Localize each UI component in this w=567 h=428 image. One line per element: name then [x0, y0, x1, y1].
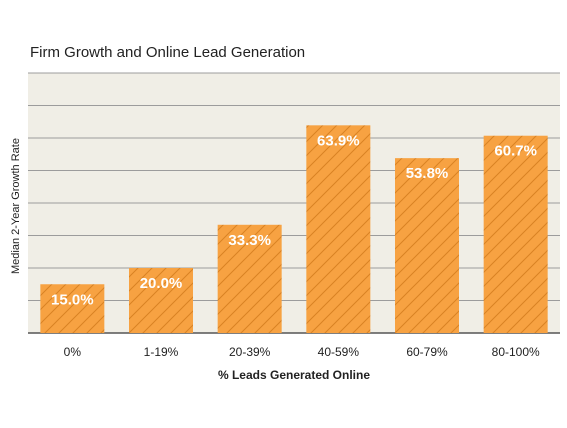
- bar: [306, 125, 371, 333]
- bar-value-label: 15.0%: [51, 291, 94, 308]
- gridlines: [28, 72, 560, 334]
- bar: [40, 284, 105, 333]
- bar-value-label: 20.0%: [140, 275, 183, 292]
- bar: [483, 135, 548, 333]
- x-tick-label: 80-100%: [492, 345, 540, 359]
- x-tick-labels: 0% 1-19% 20-39% 40-59% 60-79% 80-100%: [64, 345, 540, 359]
- x-tick-label: 1-19%: [144, 345, 179, 359]
- bar-value-label: 53.8%: [406, 165, 449, 182]
- x-tick-label: 0%: [64, 345, 82, 359]
- bar: [129, 268, 193, 333]
- bar: [217, 224, 282, 333]
- x-tick-label: 60-79%: [406, 345, 448, 359]
- x-tick-label: 40-59%: [318, 345, 360, 359]
- chart-title: Firm Growth and Online Lead Generation: [30, 44, 306, 61]
- bars: [40, 125, 548, 333]
- value-labels: 15.0% 20.0% 33.3% 63.9% 53.8% 60.7%: [51, 132, 537, 308]
- x-axis-label: % Leads Generated Online: [217, 368, 371, 382]
- bar: [395, 158, 459, 333]
- bar-value-label: 33.3%: [228, 232, 271, 249]
- bar-value-label: 63.9%: [317, 132, 360, 149]
- bar-value-label: 60.7%: [494, 143, 537, 160]
- x-tick-label: 20-39%: [229, 345, 271, 359]
